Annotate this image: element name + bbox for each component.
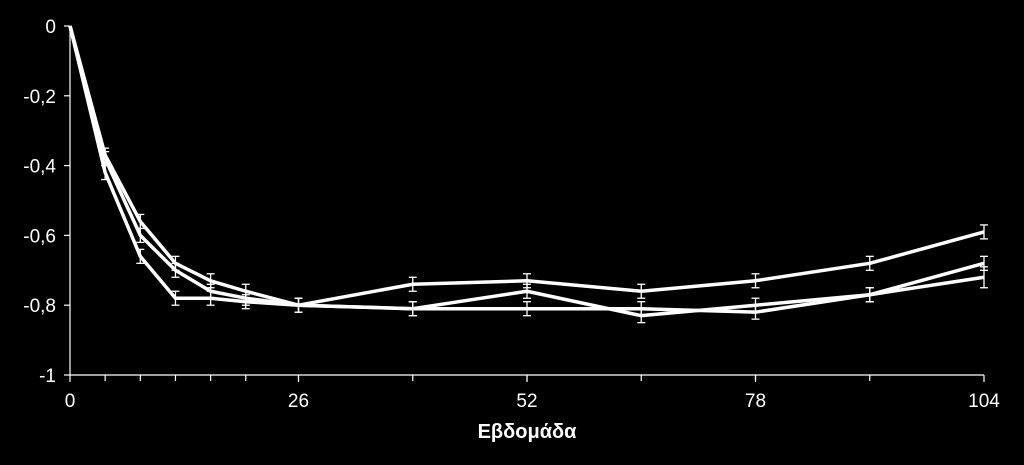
x-tick-label: 26 bbox=[288, 391, 309, 412]
series-line bbox=[68, 25, 985, 314]
error-bar bbox=[408, 301, 417, 317]
series-layer bbox=[68, 25, 988, 324]
error-bar bbox=[294, 297, 303, 313]
error-bar bbox=[637, 283, 646, 299]
error-bar bbox=[865, 287, 874, 303]
error-bar bbox=[241, 294, 250, 310]
error-bar bbox=[523, 301, 531, 317]
error-bar bbox=[101, 164, 110, 181]
error-bar bbox=[171, 290, 180, 306]
error-bar bbox=[136, 248, 145, 264]
error-bar bbox=[637, 301, 646, 317]
axes bbox=[69, 26, 984, 376]
series-1 bbox=[68, 25, 988, 313]
x-ticks: 0 26 52 78 104 bbox=[65, 375, 1000, 412]
error-bar bbox=[136, 227, 145, 244]
y-ticks: 0 -0,2 -0,4 -0,6 -0,8 -1 bbox=[23, 17, 70, 387]
error-bar bbox=[980, 266, 988, 289]
error-bar bbox=[408, 276, 417, 292]
error-bar bbox=[523, 283, 531, 299]
y-tick-label: -0,4 bbox=[23, 157, 56, 178]
error-bar bbox=[751, 273, 760, 289]
error-bar bbox=[171, 262, 180, 278]
error-bar bbox=[980, 224, 988, 240]
x-tick-label: 0 bbox=[65, 391, 76, 412]
y-tick-label: 0 bbox=[45, 17, 56, 38]
y-tick-label: -0,2 bbox=[23, 87, 56, 108]
series-line bbox=[68, 25, 985, 318]
series-line bbox=[68, 25, 985, 307]
series-3 bbox=[68, 25, 988, 320]
y-tick-label: -1 bbox=[39, 366, 56, 387]
error-bar bbox=[865, 255, 874, 271]
y-tick-label: -0,8 bbox=[23, 296, 56, 317]
y-tick-label: -0,6 bbox=[23, 226, 56, 247]
x-tick-label: 52 bbox=[516, 391, 537, 412]
error-bar bbox=[206, 290, 215, 306]
x-axis-title: Εβδομάδα bbox=[478, 421, 578, 443]
x-tick-label: 78 bbox=[745, 391, 766, 412]
x-tick-label: 104 bbox=[968, 391, 1000, 412]
error-bar bbox=[751, 304, 760, 320]
